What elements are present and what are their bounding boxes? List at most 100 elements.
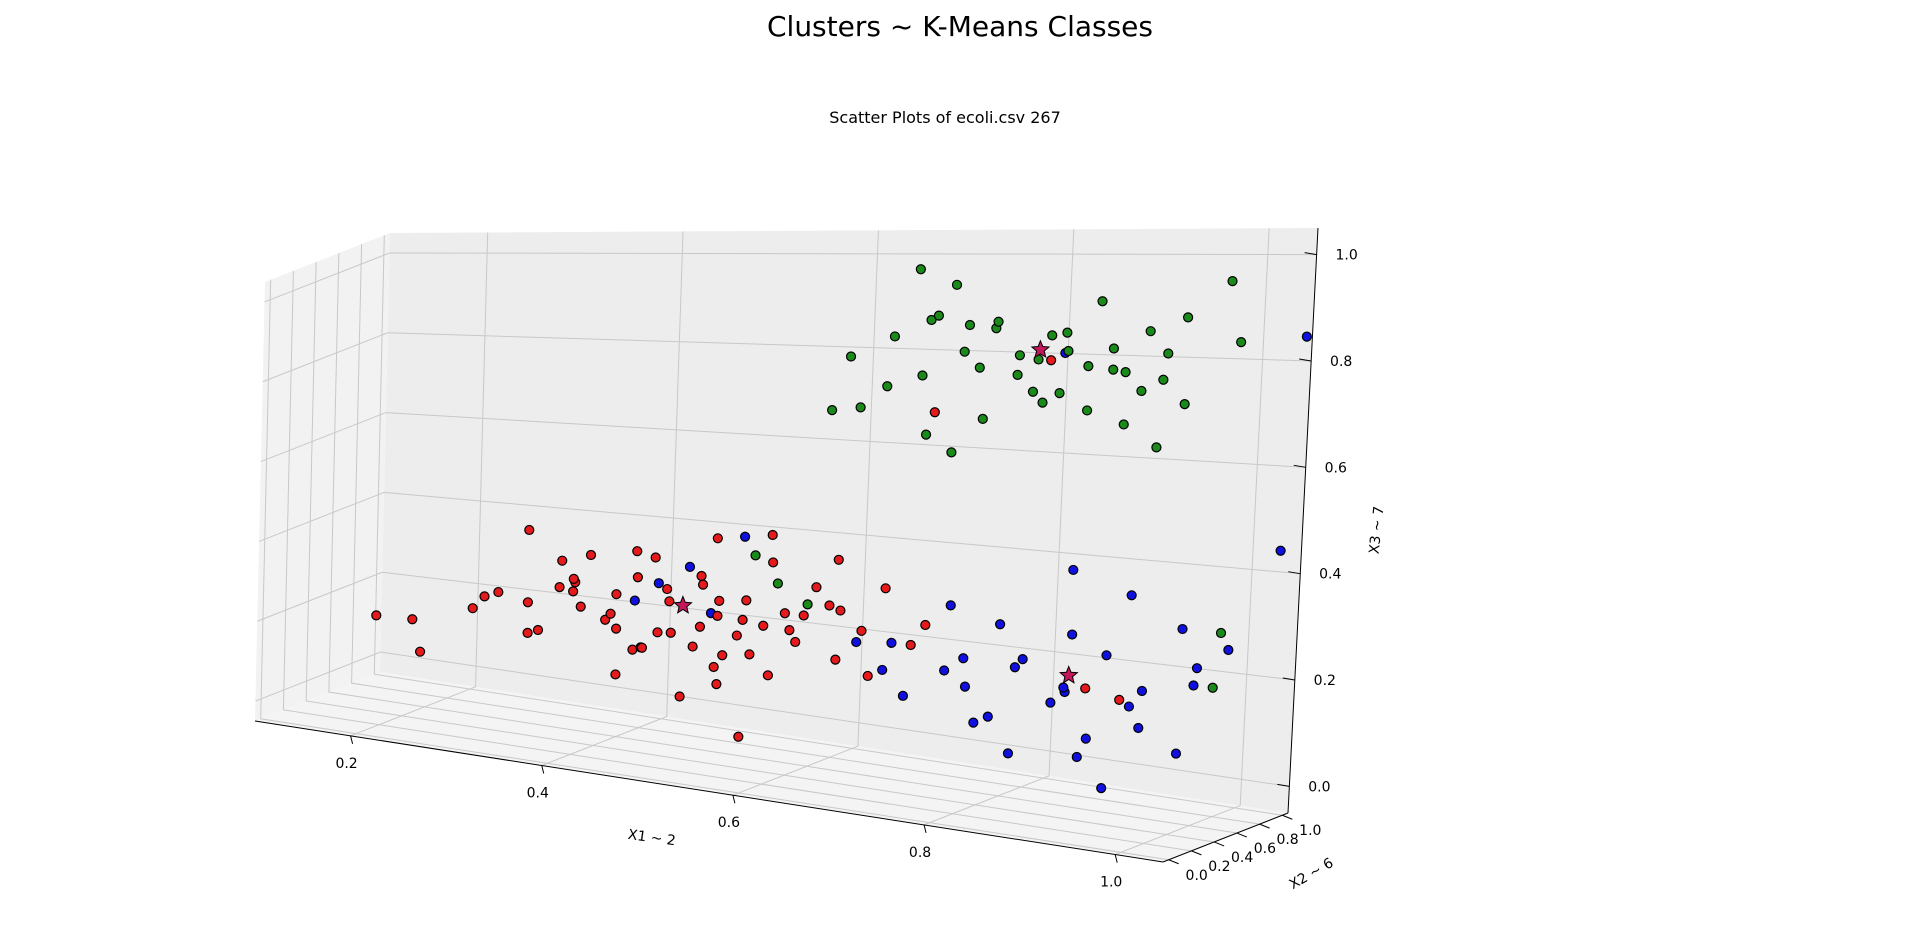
data-point [652,627,663,638]
data-point [1223,644,1234,656]
data-point [1136,685,1148,697]
z-gridline [255,651,1290,787]
x-tick [1114,854,1118,863]
data-point [733,731,744,742]
data-point [653,578,664,589]
data-point [610,623,622,634]
data-point [712,610,723,621]
data-point [974,362,985,373]
data-point [414,646,426,657]
data-point [1045,697,1056,708]
data-point [1047,330,1058,341]
data-point [811,582,822,593]
data-point [768,557,779,568]
y-tick [1191,850,1202,856]
data-point [524,524,535,536]
z-tick-label: 0.0 [1308,779,1330,795]
data-point [851,636,862,648]
centroid-star [1030,339,1051,359]
data-point [1170,748,1182,759]
data-point [1067,629,1078,640]
x-tick [923,824,927,834]
data-point [731,630,742,641]
y-tick-label: 0.6 [1254,841,1276,857]
data-point [946,447,957,458]
data-point [665,627,676,638]
data-point [917,370,928,381]
data-point [650,552,661,563]
data-point [1126,590,1137,601]
data-point [684,561,696,573]
data-point [1080,683,1091,694]
data-point [568,586,579,597]
z-gridline [264,252,1317,303]
x-tick-label: 0.6 [718,815,740,831]
data-point [1083,361,1094,372]
data-point [824,600,835,611]
data-point [1096,782,1107,794]
data-point [1215,627,1227,639]
x-axis-line [254,720,1164,863]
data-point [1301,331,1312,342]
figure-title: Clusters ~ K-Means Classes [766,10,1153,43]
data-point [964,319,976,331]
data-point [407,614,418,625]
x-axis-label: X1 ~ 2 [627,827,677,850]
data-point [687,641,698,652]
data-point [493,586,504,598]
data-point [951,279,963,290]
data-point [1081,405,1093,416]
data-point [1108,364,1119,375]
data-point [532,624,544,636]
x-gridline [923,229,1075,826]
z-tick [1293,464,1306,468]
data-point [945,600,956,611]
data-point [714,595,725,606]
y-tick [1168,859,1179,865]
back-pane [380,228,1318,813]
z-tick-label: 0.6 [1325,460,1347,476]
data-point [830,654,841,665]
data-point [758,620,769,631]
data-point [1046,355,1057,366]
data-point [1163,348,1174,359]
z-tick [1277,783,1290,787]
data-point [711,678,722,690]
data-point [982,711,993,722]
data-point [712,533,723,544]
x-tick [732,795,736,804]
data-point [845,351,857,362]
data-point [1118,419,1129,430]
z-tick [1304,252,1317,256]
data-point [1207,682,1218,693]
y-tick-label: 0.4 [1231,850,1253,866]
data-point [1063,345,1074,357]
data-point [568,573,579,584]
data-point [1062,327,1073,338]
data-point [717,650,728,661]
y-tick [1213,841,1225,847]
z-tick-label: 0.2 [1314,673,1336,689]
data-point [1080,733,1091,744]
y-tick-label: 1.0 [1299,823,1321,839]
x-gridline [350,232,489,737]
data-point [877,664,888,676]
y-tick-label: 0.8 [1276,832,1298,848]
z-axis-label: X3 ~ 7 [1367,505,1388,554]
y-tick [1282,814,1293,820]
data-point [897,690,909,701]
data-point [694,621,706,632]
x-tick-label: 0.2 [335,756,357,772]
x-gridline [541,231,684,766]
data-point [1236,337,1247,348]
data-point [790,636,801,648]
y-tick [1259,823,1270,829]
data-point [856,625,867,636]
data-point [933,310,945,321]
data-point [1002,748,1014,759]
y-axis-line [1162,812,1289,863]
data-point [882,381,893,392]
y-gridline [260,279,1169,861]
